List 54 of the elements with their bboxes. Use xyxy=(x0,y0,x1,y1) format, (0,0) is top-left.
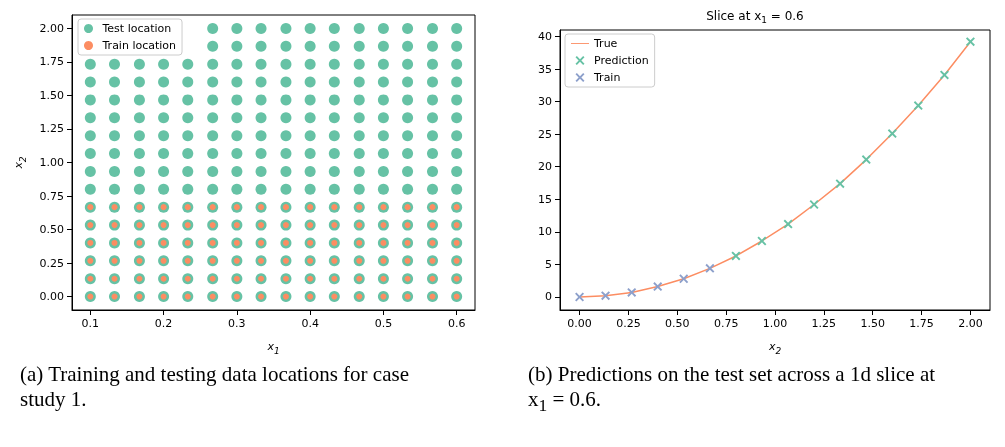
x-tick-label: 0.25 xyxy=(616,317,641,330)
x-tick-label: 0.2 xyxy=(154,317,173,330)
y-tick-label: 2.00 xyxy=(39,21,64,35)
legend-label: Train xyxy=(593,71,621,84)
point xyxy=(757,236,767,246)
y-tick-label: 1.50 xyxy=(39,88,64,102)
legend-label: Train location xyxy=(101,39,177,52)
y-tick-label: 25 xyxy=(538,127,552,141)
point xyxy=(965,37,975,47)
point xyxy=(835,179,845,189)
y-tick-label: 0 xyxy=(545,290,552,304)
point xyxy=(783,219,793,229)
y-tick-label: 40 xyxy=(538,30,552,44)
legend-label: Prediction xyxy=(594,54,649,67)
x-tick-label: 0.00 xyxy=(567,317,592,330)
y-tick-label: 0.00 xyxy=(39,290,64,304)
x-tick-label: 0.4 xyxy=(301,317,319,330)
y-tick-label: 0.25 xyxy=(39,256,64,270)
point xyxy=(861,155,871,165)
y-tick-label: 20 xyxy=(538,160,552,174)
point xyxy=(913,101,923,111)
x-tick-label: 0.75 xyxy=(713,317,739,330)
legend-label: Test location xyxy=(101,22,172,35)
point xyxy=(653,282,663,292)
x-tick-label: 1.75 xyxy=(909,317,934,330)
text: (a) Training and testing data locations for case study 1. xyxy=(20,362,410,412)
point xyxy=(601,291,611,301)
point xyxy=(627,287,637,297)
y-tick-label: 15 xyxy=(538,192,552,206)
point xyxy=(887,129,897,139)
y-tick-label: 0.50 xyxy=(39,223,64,237)
y-tick-label: 5 xyxy=(545,257,552,271)
y-tick-label: 1.00 xyxy=(39,156,64,169)
point xyxy=(731,251,741,261)
x-tick-label: 2.00 xyxy=(958,317,983,330)
x-tick-label: 0.50 xyxy=(665,317,690,330)
y-tick-label: 1.75 xyxy=(39,55,64,69)
y-tick-label: 1.25 xyxy=(39,122,64,136)
x-tick-label: 0.3 xyxy=(228,317,246,330)
x-tick-label: 1.00 xyxy=(762,317,788,330)
x-tick-label: 1.25 xyxy=(811,317,837,330)
y-tick-label: 35 xyxy=(538,62,552,76)
legend-label: True xyxy=(593,37,618,50)
x-tick-label: 1.50 xyxy=(860,317,885,330)
x-tick-label: 0.6 xyxy=(447,317,466,330)
y-axis-title: x2 xyxy=(12,156,28,170)
point xyxy=(679,274,689,284)
text: (b) Predictions on the test set across a 1d slice at x$_{1}$ = 0.6. xyxy=(528,362,937,418)
point xyxy=(705,263,715,273)
y-tick-label: 0.75 xyxy=(39,189,64,203)
y-tick-label: 30 xyxy=(538,95,552,109)
x-tick-label: 0.1 xyxy=(81,317,100,330)
x-tick-label: 0.5 xyxy=(374,317,393,330)
y-tick-label: 10 xyxy=(538,225,552,239)
